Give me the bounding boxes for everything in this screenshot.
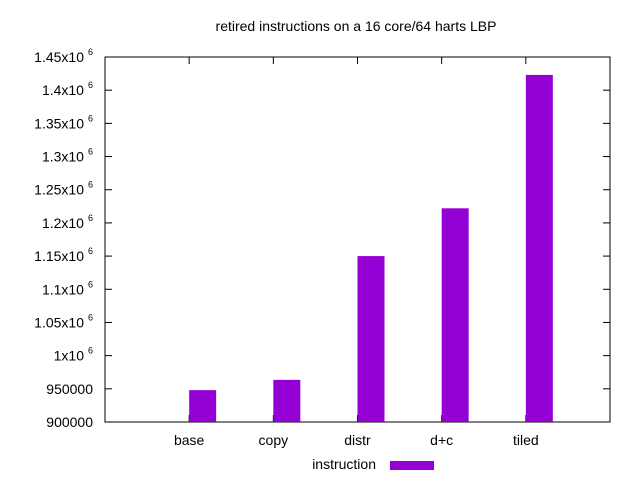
x-tick-label: tiled: [513, 432, 539, 448]
y-tick-label: 900000: [46, 414, 93, 430]
legend-label: instruction: [312, 456, 376, 472]
y-tick-label: 1.1x10 6: [42, 279, 93, 297]
bar-tiled: [525, 74, 553, 422]
y-tick-label: 1.45x10 6: [34, 47, 93, 65]
y-tick-label: 1x10 6: [54, 346, 93, 364]
y-tick-label: 1.25x10 6: [34, 180, 93, 198]
y-tick-label: 1.15x10 6: [34, 246, 93, 264]
bar-copy: [273, 379, 301, 422]
legend: instruction: [312, 456, 434, 472]
y-tick-label: 1.4x10 6: [42, 80, 93, 98]
x-tick-label: copy: [259, 432, 289, 448]
x-tick-label: d+c: [430, 432, 453, 448]
y-tick-label: 1.35x10 6: [34, 113, 93, 131]
bar-base: [189, 390, 217, 422]
y-tick-label: 1.3x10 6: [42, 147, 93, 165]
legend-swatch: [390, 461, 434, 470]
y-tick-label: 950000: [46, 381, 93, 397]
chart-title: retired instructions on a 16 core/64 har…: [216, 18, 497, 34]
x-tick-label: base: [174, 432, 205, 448]
y-tick-label: 1.2x10 6: [42, 213, 93, 231]
y-tick-label: 1.05x10 6: [34, 312, 93, 330]
y-axis-ticks: 900000 950000 1x10 6 1.05x10 6 1.1x10 6 1.15x10 6…: [34, 47, 610, 430]
bar-d+c: [441, 208, 469, 422]
x-axis-ticks: base copy distr d+c tiled: [174, 57, 539, 448]
bars: [189, 74, 553, 422]
bar-distr: [357, 256, 385, 422]
x-tick-label: distr: [344, 432, 371, 448]
